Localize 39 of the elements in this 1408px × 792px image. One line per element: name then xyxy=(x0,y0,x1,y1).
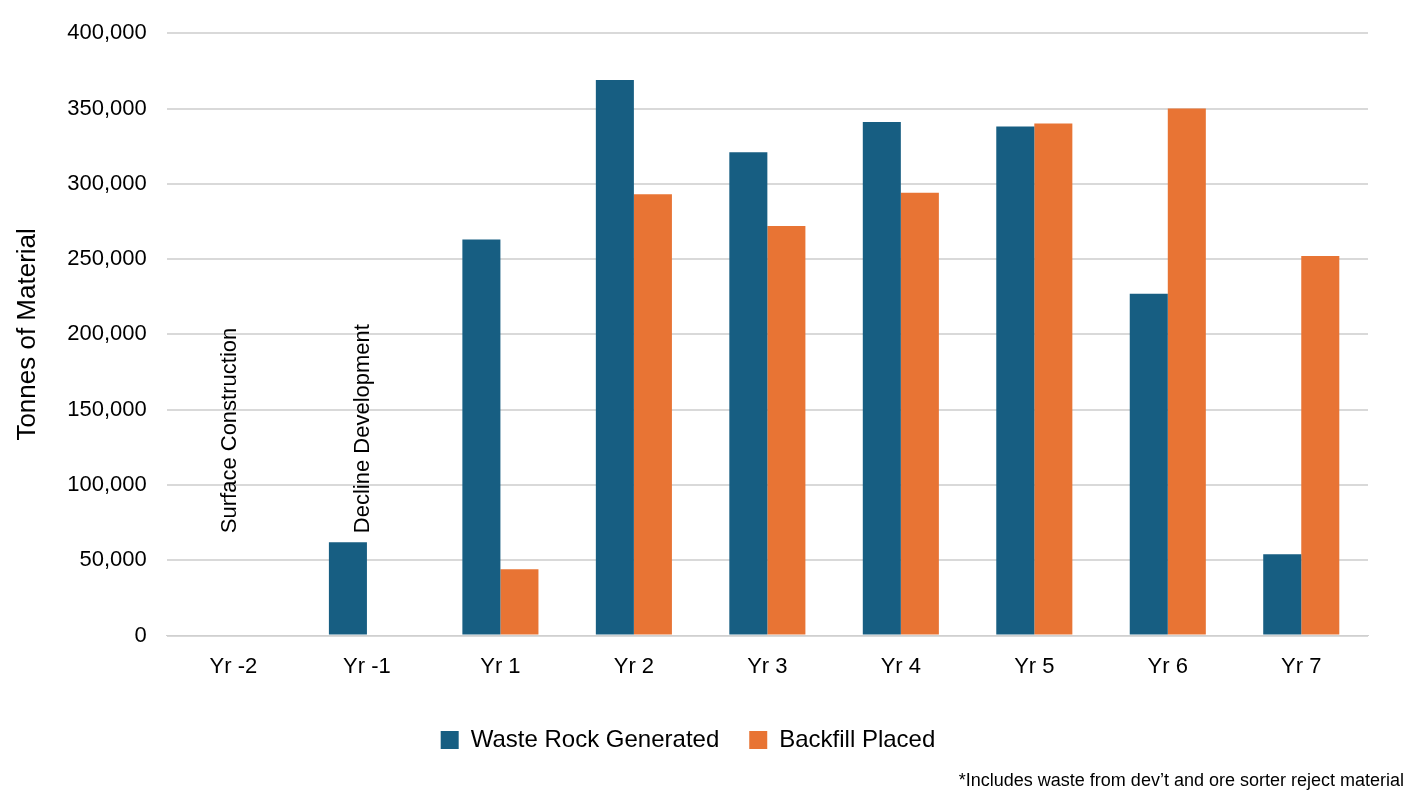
x-tick-label: Yr 7 xyxy=(1281,652,1322,678)
bar xyxy=(1034,123,1073,635)
annotation: Decline Development xyxy=(349,324,374,534)
bar xyxy=(500,569,539,635)
text: *Includes waste from dev’t and ore sorter reject material xyxy=(958,769,1404,790)
y-tick-label: 350,000 xyxy=(67,94,147,120)
x-tick-label: Yr 3 xyxy=(747,652,788,678)
x-tick-label: Yr 1 xyxy=(480,652,521,678)
y-tick-label: 300,000 xyxy=(67,169,147,195)
y-tick-label: 200,000 xyxy=(67,320,147,346)
bar xyxy=(900,192,939,635)
y-tick-label: 100,000 xyxy=(67,471,147,497)
legend-label: Waste Rock Generated xyxy=(470,724,720,752)
y-axis-title: Tonnes of Material xyxy=(10,228,41,441)
bar xyxy=(595,79,634,635)
y-tick-label: 0 xyxy=(134,621,147,647)
bar xyxy=(1167,108,1206,635)
y-tick-label: 400,000 xyxy=(67,19,147,45)
x-tick-label: Yr 4 xyxy=(880,652,922,678)
bar xyxy=(996,126,1035,635)
x-tick-label: Yr -2 xyxy=(209,652,258,678)
legend-label: Backfill Placed xyxy=(779,724,936,752)
y-tick-label: 50,000 xyxy=(79,546,147,572)
y-tick-label: 250,000 xyxy=(67,245,147,271)
y-tick-label: 150,000 xyxy=(67,395,147,421)
bar xyxy=(1301,256,1340,635)
x-tick-label: Yr 5 xyxy=(1014,652,1055,678)
x-tick-label: Yr 6 xyxy=(1147,652,1188,678)
annotation: Surface Construction xyxy=(215,327,241,534)
x-tick-label: Yr -1 xyxy=(343,652,391,678)
bar xyxy=(767,225,806,635)
bar xyxy=(1129,293,1168,635)
x-tick-label: Yr 2 xyxy=(613,652,655,678)
bar xyxy=(328,542,367,635)
bar xyxy=(462,239,501,635)
bar xyxy=(633,194,672,635)
bar xyxy=(862,122,901,635)
bar xyxy=(729,152,768,635)
bar xyxy=(1263,554,1302,635)
